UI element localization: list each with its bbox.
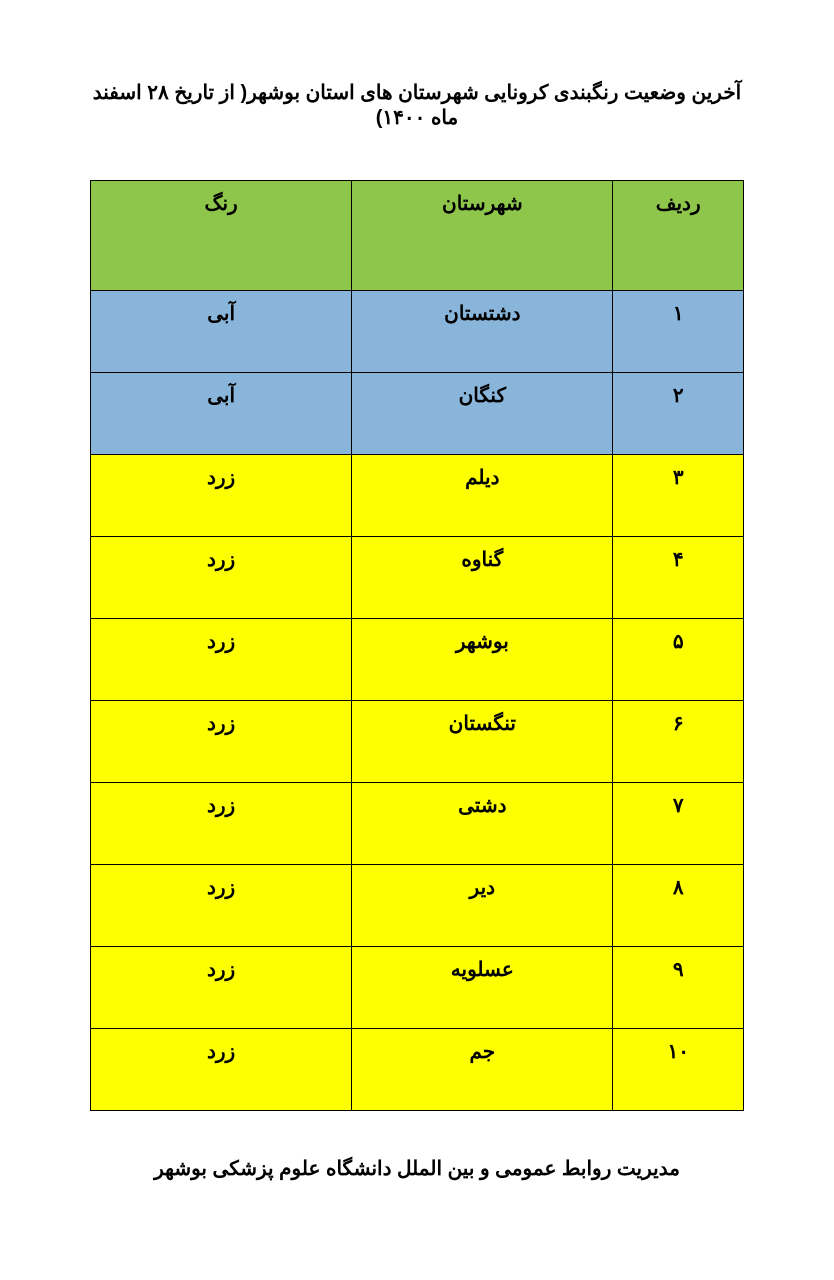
- table-row: ۳دیلمزرد: [91, 455, 744, 537]
- table-header-number: ردیف: [613, 181, 744, 291]
- cell-number: ۷: [613, 783, 744, 865]
- cell-number: ۲: [613, 373, 744, 455]
- cell-color: زرد: [91, 619, 352, 701]
- page-footer: مدیریت روابط عمومی و بین الملل دانشگاه ع…: [90, 1156, 744, 1181]
- cell-color: آبی: [91, 291, 352, 373]
- cell-city: دیلم: [352, 455, 613, 537]
- cell-city: دشتستان: [352, 291, 613, 373]
- cell-city: گناوه: [352, 537, 613, 619]
- cell-color: زرد: [91, 537, 352, 619]
- table-row: ۵بوشهرزرد: [91, 619, 744, 701]
- table-row: ۱۰جمزرد: [91, 1029, 744, 1111]
- cell-number: ۱۰: [613, 1029, 744, 1111]
- cell-number: ۵: [613, 619, 744, 701]
- cell-city: جم: [352, 1029, 613, 1111]
- cell-city: تنگستان: [352, 701, 613, 783]
- cell-color: زرد: [91, 947, 352, 1029]
- cell-number: ۸: [613, 865, 744, 947]
- cell-city: کنگان: [352, 373, 613, 455]
- table-row: ۶تنگستانزرد: [91, 701, 744, 783]
- page-container: آخرین وضعیت رنگبندی کرونایی شهرستان های …: [0, 0, 834, 1221]
- cell-color: زرد: [91, 701, 352, 783]
- table-header-color: رنگ: [91, 181, 352, 291]
- cell-color: آبی: [91, 373, 352, 455]
- status-table: ردیف شهرستان رنگ ۱دشتستانآبی۲کنگانآبی۳دی…: [90, 180, 744, 1111]
- cell-number: ۹: [613, 947, 744, 1029]
- cell-color: زرد: [91, 783, 352, 865]
- table-row: ۸دیرزرد: [91, 865, 744, 947]
- table-row: ۱دشتستانآبی: [91, 291, 744, 373]
- table-body: ۱دشتستانآبی۲کنگانآبی۳دیلمزرد۴گناوهزرد۵بو…: [91, 291, 744, 1111]
- cell-number: ۳: [613, 455, 744, 537]
- cell-number: ۴: [613, 537, 744, 619]
- cell-color: زرد: [91, 865, 352, 947]
- cell-color: زرد: [91, 455, 352, 537]
- page-title: آخرین وضعیت رنگبندی کرونایی شهرستان های …: [90, 80, 744, 130]
- table-row: ۷دشتیزرد: [91, 783, 744, 865]
- cell-city: دیر: [352, 865, 613, 947]
- cell-city: دشتی: [352, 783, 613, 865]
- cell-city: بوشهر: [352, 619, 613, 701]
- table-row: ۴گناوهزرد: [91, 537, 744, 619]
- table-row: ۲کنگانآبی: [91, 373, 744, 455]
- cell-city: عسلویه: [352, 947, 613, 1029]
- cell-color: زرد: [91, 1029, 352, 1111]
- cell-number: ۶: [613, 701, 744, 783]
- table-row: ۹عسلویهزرد: [91, 947, 744, 1029]
- table-header-row: ردیف شهرستان رنگ: [91, 181, 744, 291]
- cell-number: ۱: [613, 291, 744, 373]
- table-header-city: شهرستان: [352, 181, 613, 291]
